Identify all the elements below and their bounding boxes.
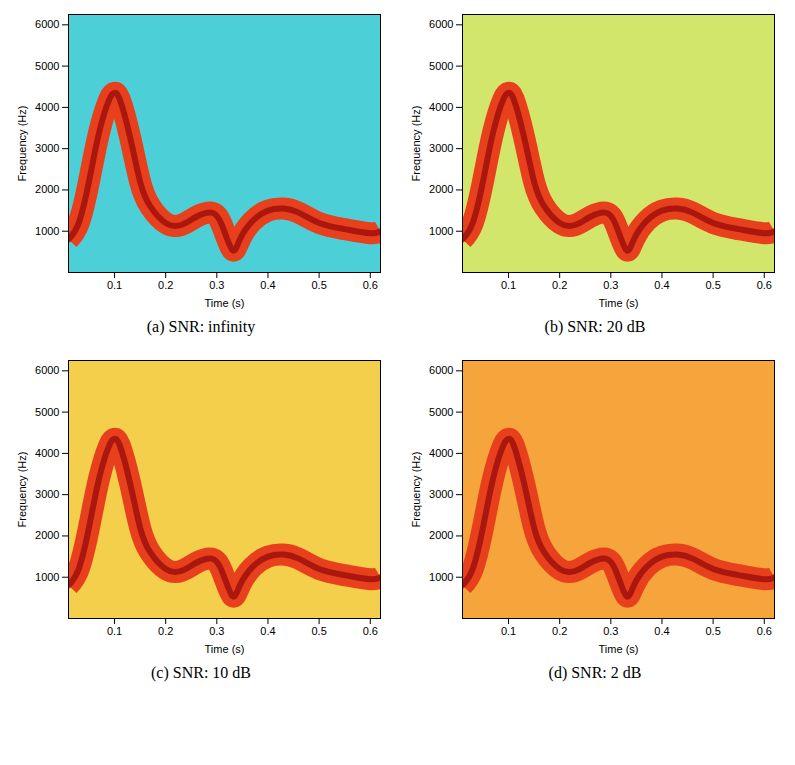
svg-text:0.6: 0.6 [757,279,772,291]
svg-text:0.4: 0.4 [260,625,275,637]
svg-text:0.5: 0.5 [311,625,326,637]
svg-text:0.2: 0.2 [552,625,567,637]
svg-text:Time (s): Time (s) [205,643,245,655]
html-text:(d) SNR: 2 dB: (d) SNR: 2 dB [548,664,642,681]
svg-text:4000: 4000 [429,101,453,113]
svg-text:0.4: 0.4 [654,625,669,637]
svg-text:0.4: 0.4 [654,279,669,291]
svg-text:2000: 2000 [35,529,59,541]
svg-text:3000: 3000 [35,488,59,500]
svg-text:1000: 1000 [35,225,59,237]
svg-text:0.3: 0.3 [209,625,224,637]
svg-text:0.3: 0.3 [209,279,224,291]
html-text:(c) SNR: 10 dB: (c) SNR: 10 dB [151,664,251,681]
svg-text:1000: 1000 [429,225,453,237]
svg-text:2000: 2000 [429,183,453,195]
svg-text:Frequency (Hz): Frequency (Hz) [16,106,28,182]
svg-text:0.6: 0.6 [757,625,772,637]
svg-text:Time (s): Time (s) [599,643,639,655]
svg-text:1000: 1000 [429,571,453,583]
svg-text:6000: 6000 [35,18,59,30]
svg-text:0.5: 0.5 [311,279,326,291]
svg-text:0.2: 0.2 [158,625,173,637]
svg-text:0.4: 0.4 [260,279,275,291]
svg-text:0.6: 0.6 [363,625,378,637]
svg-text:5000: 5000 [35,60,59,72]
svg-text:0.3: 0.3 [603,279,618,291]
svg-text:3000: 3000 [429,488,453,500]
svg-text:0.2: 0.2 [158,279,173,291]
svg-text:3000: 3000 [429,142,453,154]
svg-text:0.3: 0.3 [603,625,618,637]
svg-text:5000: 5000 [429,60,453,72]
svg-text:2000: 2000 [35,183,59,195]
svg-text:5000: 5000 [429,406,453,418]
svg-text:Time (s): Time (s) [599,297,639,309]
svg-text:6000: 6000 [429,18,453,30]
svg-text:0.1: 0.1 [107,279,122,291]
svg-text:6000: 6000 [35,364,59,376]
svg-text:5000: 5000 [35,406,59,418]
svg-text:3000: 3000 [35,142,59,154]
svg-text:0.1: 0.1 [107,625,122,637]
svg-text:Frequency (Hz): Frequency (Hz) [410,452,422,528]
svg-text:4000: 4000 [35,447,59,459]
svg-text:4000: 4000 [35,101,59,113]
svg-text:1000: 1000 [35,571,59,583]
svg-text:4000: 4000 [429,447,453,459]
svg-text:0.1: 0.1 [501,625,516,637]
html-text:(b) SNR: 20 dB: (b) SNR: 20 dB [544,318,646,335]
svg-text:0.6: 0.6 [363,279,378,291]
svg-text:0.5: 0.5 [705,625,720,637]
svg-text:2000: 2000 [429,529,453,541]
svg-text:Time (s): Time (s) [205,297,245,309]
html-text:(a) SNR: infinity: (a) SNR: infinity [146,318,256,335]
svg-text:6000: 6000 [429,364,453,376]
svg-text:0.1: 0.1 [501,279,516,291]
svg-text:Frequency (Hz): Frequency (Hz) [16,452,28,528]
svg-text:Frequency (Hz): Frequency (Hz) [410,106,422,182]
svg-text:0.5: 0.5 [705,279,720,291]
svg-text:0.2: 0.2 [552,279,567,291]
